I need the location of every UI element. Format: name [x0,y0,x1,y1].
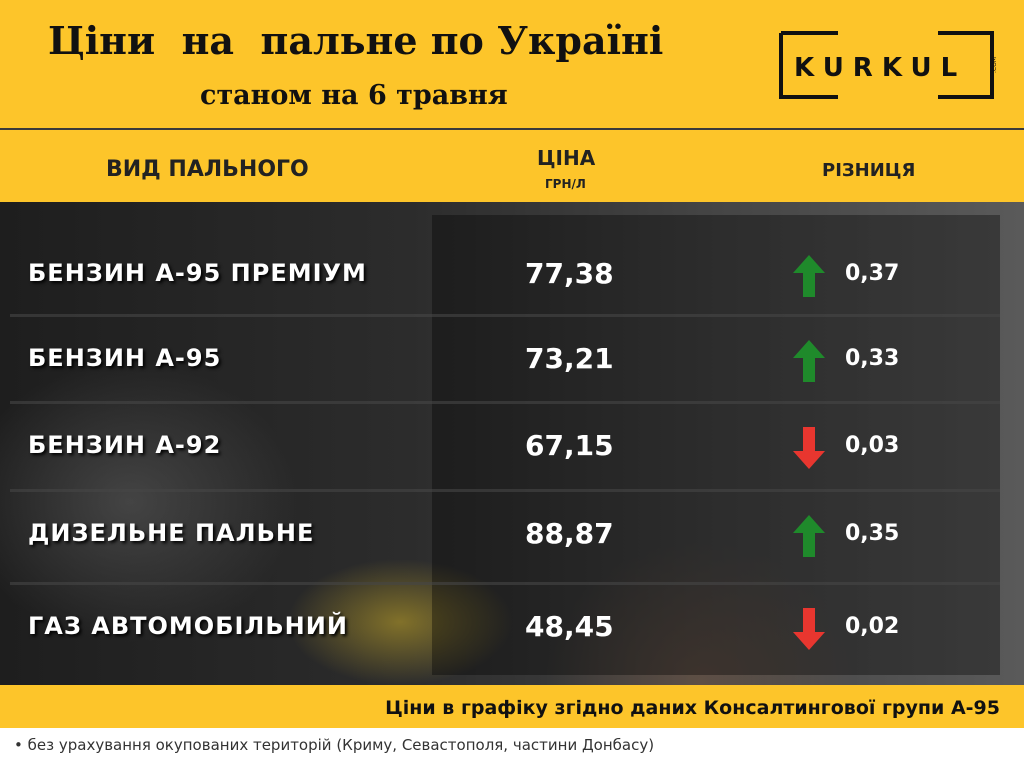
arrow-shape [793,608,825,650]
column-header-bar [0,130,1024,202]
source: Ціни в графіку згідно даних Консалтингов… [385,697,1000,719]
title: Ціни на пальне по Україні [48,18,664,63]
footnote-text: без урахування окупованих територій (Кри… [27,736,655,754]
background-photo [0,202,1024,685]
price-panel [432,215,1000,675]
price: 67,15 [525,429,614,462]
column-header: РІЗНИЦЯ [822,160,916,181]
subtitle: станом на 6 травня [200,80,508,111]
change: 0,35 [845,521,900,546]
row-separator [10,314,1000,317]
column-header: ЦІНА [537,146,596,170]
column-unit: ГРН/Л [545,177,586,191]
header-bar [0,0,1024,130]
row-separator [10,401,1000,404]
change: 0,37 [845,261,900,286]
logo-suffix: .COM [991,57,998,73]
fuel-name: БЕНЗИН А-95 [28,344,222,372]
row-separator [10,489,1000,492]
fuel-name: ДИЗЕЛЬНЕ ПАЛЬНЕ [28,519,315,547]
fuel-name: БЕНЗИН А-92 [28,431,222,459]
source-bar [0,685,1024,728]
footnote: • без урахування окупованих територій (К… [14,736,655,754]
logo-text: KURKUL [794,53,966,83]
price: 88,87 [525,517,614,550]
fuel-name: ГАЗ АВТОМОБІЛЬНИЙ [28,612,348,640]
logo-frame [779,31,994,99]
price: 73,21 [525,342,614,375]
arrow-shape [793,340,825,382]
arrow-shape [793,427,825,469]
price: 48,45 [525,610,614,643]
change: 0,03 [845,433,900,458]
fuel-name: БЕНЗИН А-95 ПРЕМІУМ [28,259,367,287]
arrow-shape [793,515,825,557]
arrow-up [793,255,825,297]
arrow-up [793,340,825,382]
logo: KURKUL .COM [779,31,998,99]
arrow-shape [793,255,825,297]
change: 0,02 [845,614,900,639]
arrow-down [793,608,825,650]
arrow-up [793,515,825,557]
arrow-down [793,427,825,469]
row-separator [10,582,1000,585]
column-header: ВИД ПАЛЬНОГО [106,157,309,182]
price: 77,38 [525,257,614,290]
change: 0,33 [845,346,900,371]
